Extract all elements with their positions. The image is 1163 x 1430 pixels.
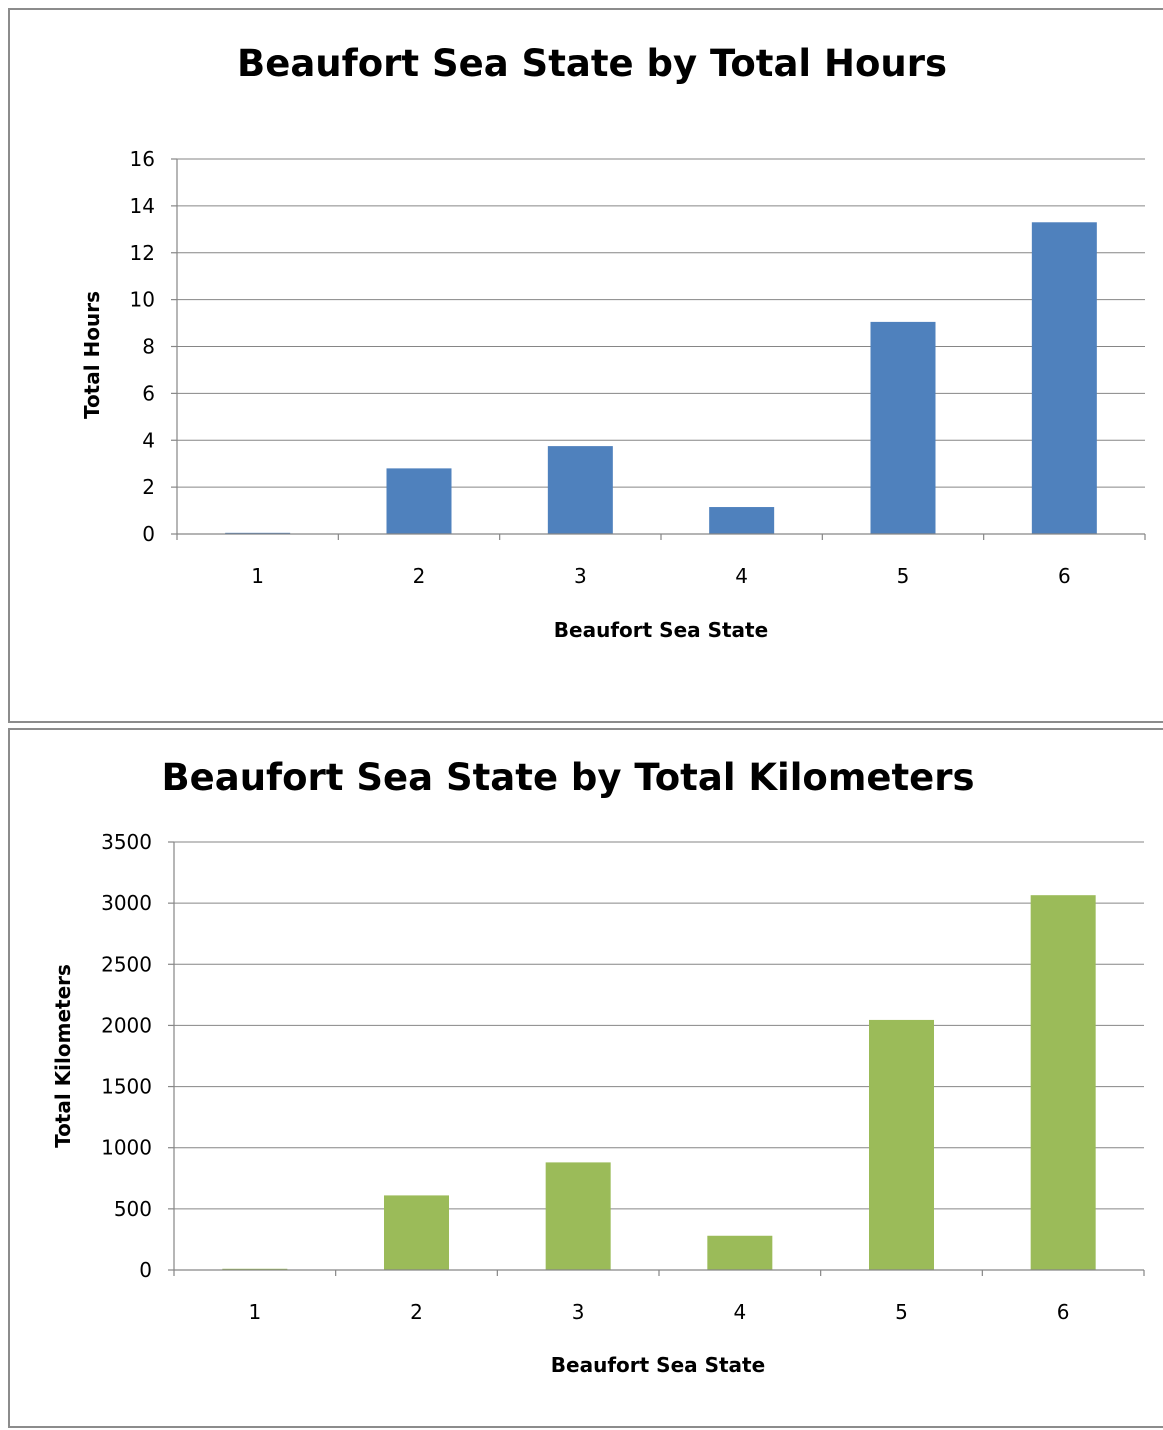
hours-y-axis-label: Total Hours <box>80 291 104 419</box>
hours-bar-2 <box>386 468 452 534</box>
hours-bar-5 <box>870 321 936 534</box>
km-y-tick-label: 3000 <box>101 891 152 915</box>
hours-y-tick-label: 8 <box>142 335 155 359</box>
km-y-tick-label: 1000 <box>101 1136 152 1160</box>
km-y-tick-label: 2500 <box>101 952 152 976</box>
km-y-axis-label: Total Kilometers <box>51 964 75 1148</box>
km-bar-6 <box>1030 895 1096 1270</box>
km-y-tick-label: 500 <box>114 1197 152 1221</box>
hours-x-tick-label: 6 <box>1058 564 1071 588</box>
hours-x-tick-label: 5 <box>897 564 910 588</box>
hours-chart-panel: Beaufort Sea State by Total Hours 0 2 4 6 8 1… <box>8 8 1163 723</box>
km-x-tick-label: 4 <box>733 1300 746 1324</box>
km-chart-panel: Beaufort Sea State by Total Kilometers 0… <box>8 728 1163 1428</box>
km-bar-5 <box>869 1019 934 1270</box>
hours-y-tick-label: 2 <box>142 475 155 499</box>
hours-chart-title: Beaufort Sea State by Total Hours <box>237 42 947 85</box>
km-gridlines <box>174 841 1144 1210</box>
km-y-tick-label: 0 <box>139 1258 152 1282</box>
km-bar-3 <box>545 1162 611 1270</box>
km-y-tick-label: 3500 <box>101 830 152 854</box>
km-bar-2 <box>384 1195 449 1270</box>
km-axes <box>168 841 1145 1276</box>
km-x-tick-label: 6 <box>1057 1300 1070 1324</box>
km-bars <box>222 895 1096 1270</box>
hours-y-tick-label: 10 <box>130 288 155 312</box>
hours-y-tick-label: 12 <box>130 241 155 265</box>
hours-gridlines <box>177 158 1145 488</box>
hours-y-tick-label: 14 <box>130 194 155 218</box>
km-y-tick-label: 1500 <box>101 1075 152 1099</box>
km-x-axis-label: Beaufort Sea State <box>551 1353 765 1377</box>
hours-y-tick-label: 16 <box>130 147 155 171</box>
km-x-tick-label: 2 <box>410 1300 423 1324</box>
km-chart: Beaufort Sea State by Total Kilometers 0… <box>51 756 1145 1377</box>
hours-x-tick-label: 4 <box>735 564 748 588</box>
hours-x-tick-label: 2 <box>413 564 426 588</box>
km-bar-4 <box>707 1235 773 1270</box>
hours-y-tick-label: 0 <box>142 522 155 546</box>
hours-x-axis-label: Beaufort Sea State <box>554 618 768 642</box>
km-x-tick-label: 5 <box>895 1300 908 1324</box>
km-x-tick-labels: 1 2 3 4 5 6 <box>248 1300 1069 1324</box>
hours-bar-6 <box>1031 222 1097 534</box>
hours-axes <box>171 158 1146 540</box>
km-bar-1 <box>222 1268 288 1270</box>
km-x-tick-label: 3 <box>572 1300 585 1324</box>
hours-y-tick-label: 6 <box>142 381 155 405</box>
hours-chart: Beaufort Sea State by Total Hours 0 2 4 6 8 1… <box>80 42 1146 642</box>
km-y-tick-label: 2000 <box>101 1013 152 1037</box>
hours-bar-4 <box>709 507 775 534</box>
hours-x-tick-label: 3 <box>574 564 587 588</box>
hours-x-tick-label: 1 <box>251 564 264 588</box>
hours-bars <box>225 222 1097 534</box>
hours-y-tick-label: 4 <box>142 428 155 452</box>
hours-x-tick-labels: 1 2 3 4 5 6 <box>251 564 1070 588</box>
hours-bar-3 <box>547 446 613 534</box>
km-chart-title: Beaufort Sea State by Total Kilometers <box>161 756 974 799</box>
km-x-tick-label: 1 <box>248 1300 261 1324</box>
hours-y-tick-labels: 0 2 4 6 8 10 12 14 16 <box>130 147 155 546</box>
km-y-tick-labels: 0 500 1000 1500 2000 2500 3000 3500 <box>101 830 152 1282</box>
